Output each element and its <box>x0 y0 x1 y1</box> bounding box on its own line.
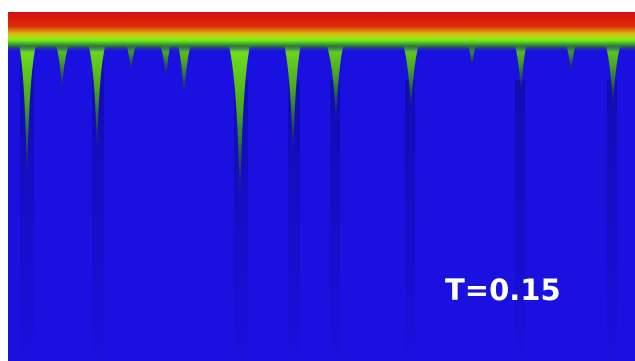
field <box>8 12 635 361</box>
streaks <box>20 60 617 361</box>
temperature-label: T=0.15 <box>445 273 561 307</box>
top-band <box>8 12 635 52</box>
